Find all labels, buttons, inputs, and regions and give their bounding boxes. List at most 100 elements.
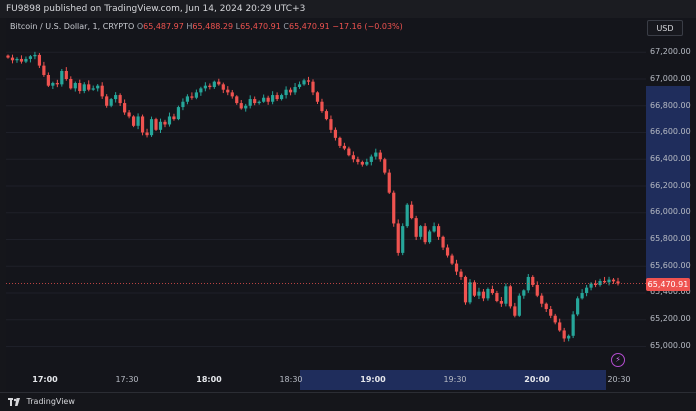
price-tick: 65,400.00 xyxy=(650,287,691,296)
time-tick: 20:30 xyxy=(607,375,631,384)
candle-body xyxy=(589,283,593,288)
candle-body xyxy=(463,276,468,303)
candle-body xyxy=(558,322,562,331)
candle-body xyxy=(185,96,190,102)
published-text: FU9898 published on TradingView.com, Jun… xyxy=(6,4,306,14)
candle-body xyxy=(109,99,113,106)
time-tick: 18:30 xyxy=(279,375,303,384)
chart-pane[interactable] xyxy=(6,18,690,393)
candle-body xyxy=(181,101,185,108)
candle-body xyxy=(441,236,445,248)
candle-body xyxy=(602,280,607,283)
last-price-label: 65,470.91 xyxy=(646,278,690,291)
candle-body xyxy=(369,156,373,162)
candle-body xyxy=(553,315,557,323)
candle-body xyxy=(445,247,450,256)
candle-body xyxy=(60,70,64,85)
candle-body xyxy=(105,96,109,106)
candle-body xyxy=(46,74,50,86)
candle-body xyxy=(114,95,118,100)
time-tick: 18:00 xyxy=(196,375,222,384)
candle-body xyxy=(6,55,10,58)
currency-button[interactable]: USD xyxy=(647,20,683,36)
candle-body xyxy=(73,83,77,89)
candle-body xyxy=(194,92,198,98)
candle-body xyxy=(123,103,127,113)
candle-body xyxy=(342,145,346,149)
candle-body xyxy=(544,303,548,310)
candle-body xyxy=(230,92,234,97)
candle-body xyxy=(472,282,477,296)
candle-body xyxy=(145,132,149,136)
candle-body xyxy=(517,295,521,316)
candle-body xyxy=(131,116,136,126)
candle-body xyxy=(87,84,91,90)
price-tick: 66,600.00 xyxy=(650,127,691,136)
candle-body xyxy=(535,284,539,296)
candle-body xyxy=(257,101,261,104)
candle-body xyxy=(329,119,333,130)
close-value: 65,470.91 xyxy=(288,22,330,31)
candle-body xyxy=(580,293,584,299)
candle-body xyxy=(64,70,68,79)
candle-body xyxy=(567,335,571,339)
candle-body xyxy=(158,121,163,130)
candle-body xyxy=(203,85,207,89)
candle-body xyxy=(19,58,24,62)
close-label: C xyxy=(283,22,289,31)
candle-body xyxy=(459,271,463,277)
candle-body xyxy=(190,96,194,98)
candle-body xyxy=(136,116,140,126)
time-tick: 19:00 xyxy=(360,375,386,384)
candle-body xyxy=(410,204,414,219)
time-tick: 19:30 xyxy=(443,375,467,384)
candle-body xyxy=(239,103,243,109)
candle-body xyxy=(468,282,472,303)
candle-body xyxy=(28,56,33,59)
candle-body xyxy=(401,226,405,253)
candle-body xyxy=(450,255,454,264)
candle-body xyxy=(297,84,302,88)
candle-body xyxy=(432,226,436,232)
candle-body xyxy=(315,92,320,102)
candle-body xyxy=(311,81,315,93)
candle-body xyxy=(118,95,122,104)
time-tick: 20:00 xyxy=(524,375,550,384)
candle-body xyxy=(284,89,288,96)
candle-body xyxy=(508,286,512,307)
candle-body xyxy=(495,293,499,302)
time-range-highlight xyxy=(300,370,606,390)
low-value: 65,470.91 xyxy=(240,22,281,31)
time-axis[interactable] xyxy=(6,370,646,390)
candle-body xyxy=(419,226,423,237)
open-label: O xyxy=(136,22,144,31)
price-tick: 65,200.00 xyxy=(650,314,691,323)
candle-body xyxy=(163,121,167,125)
candle-body xyxy=(217,81,221,85)
candle-body xyxy=(288,89,293,93)
candle-body xyxy=(33,54,37,57)
tradingview-logo-icon xyxy=(8,397,20,406)
lightning-icon[interactable]: ⚡ xyxy=(611,353,625,367)
symbol-legend[interactable]: Bitcoin / U.S. Dollar, 1, CRYPTO O65,487… xyxy=(10,22,403,31)
candle-body xyxy=(199,88,203,93)
candle-body xyxy=(306,80,311,82)
candle-body xyxy=(481,291,486,299)
candle-body xyxy=(486,288,490,299)
candle-body xyxy=(244,105,248,109)
price-tick: 67,200.00 xyxy=(650,47,691,56)
candle-body xyxy=(55,83,59,85)
candle-body xyxy=(571,314,575,336)
candle-body xyxy=(405,204,409,227)
candle-body xyxy=(96,85,100,89)
price-tick: 66,800.00 xyxy=(650,101,691,110)
price-tick: 65,600.00 xyxy=(650,261,691,270)
candle-body xyxy=(392,192,396,224)
published-header: FU9898 published on TradingView.com, Jun… xyxy=(0,0,696,18)
candle-body xyxy=(15,58,19,61)
candle-body xyxy=(42,65,46,75)
candle-body xyxy=(436,226,441,237)
candle-body xyxy=(593,283,598,285)
candle-body xyxy=(127,112,131,117)
